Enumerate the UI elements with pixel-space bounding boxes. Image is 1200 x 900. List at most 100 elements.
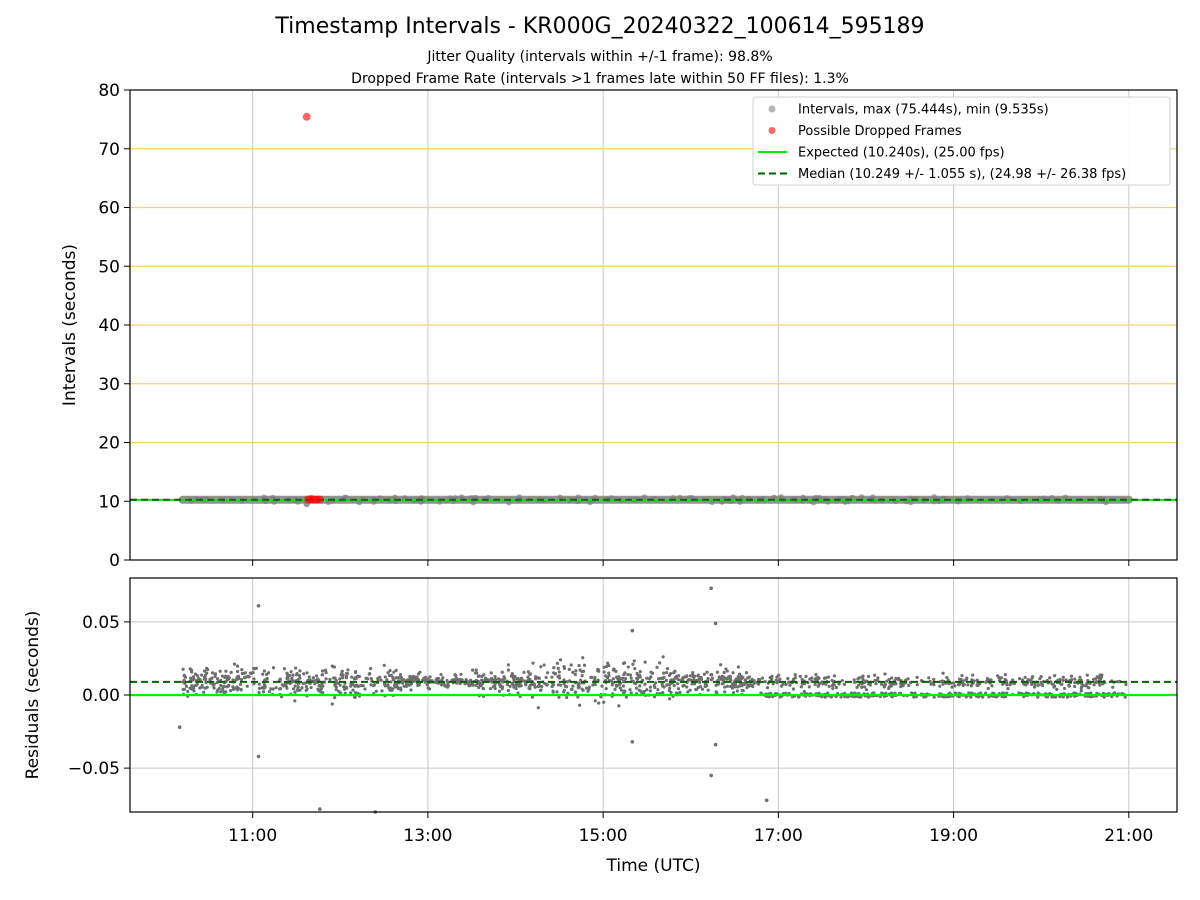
residual-point [234,678,238,682]
residual-point [528,687,532,691]
residual-point [202,669,207,673]
residual-point [353,670,358,674]
residual-point [226,684,230,688]
residual-point [467,680,471,685]
residual-point [604,687,608,691]
residual-point [629,691,633,695]
y-tick-label: 10 [98,492,120,512]
residual-point [411,678,416,682]
residual-point [730,686,735,690]
residual-point [290,676,294,680]
residual-point [415,675,419,679]
residual-point [237,677,241,681]
residual-point [297,674,302,678]
residual-point [751,684,755,689]
residual-point [1092,677,1096,681]
residual-outlier-point [256,754,261,759]
residual-point [617,704,621,708]
interval-point [730,494,737,501]
residual-point [408,677,413,681]
residual-point [715,691,719,695]
residual-point [542,663,546,667]
residual-point [229,689,233,693]
residual-point [445,678,449,683]
residual-point [446,684,450,688]
residual-point [382,663,386,667]
residual-point [1048,676,1052,680]
residual-point [624,695,628,699]
residual-point [505,682,510,686]
residual-point [352,677,357,681]
residual-point [736,665,740,669]
residual-point [813,677,817,681]
residual-point [675,682,680,686]
residual-point [661,676,665,681]
y-tick-label: 40 [98,316,120,336]
residual-point [528,677,532,681]
residual-point [645,688,649,692]
residual-point [824,682,828,686]
y-tick-label: 0 [109,551,120,571]
residual-point [324,677,328,681]
residual-point [582,663,587,667]
residual-point [235,669,240,674]
residual-point [339,672,344,676]
residual-point [725,669,729,673]
residual-point [383,683,387,687]
residual-point [557,695,561,699]
residual-point [289,670,293,674]
residual-point [1061,678,1065,683]
residual-point [738,684,742,688]
residual-point [986,686,990,691]
residual-point [981,695,985,699]
residual-point [202,677,206,681]
residual-point [887,677,891,682]
residual-point [340,669,344,673]
residual-point [435,676,440,681]
residual-point [391,677,395,681]
residual-point [668,686,672,690]
residual-point [544,675,548,680]
residual-point [691,675,696,679]
residual-point [804,674,808,678]
residual-point [928,679,932,684]
residual-point [714,683,718,687]
residual-point [1008,683,1012,687]
residual-point [873,678,877,683]
residual-point [293,684,297,688]
residual-point [975,683,979,687]
residual-point [1067,684,1071,688]
residual-point [343,687,347,691]
residual-point [876,676,880,680]
residual-point [860,685,864,689]
residual-point [639,689,643,693]
residual-point [314,674,319,678]
residual-point [510,681,514,685]
residual-point [557,670,561,674]
residual-point [345,672,349,676]
legend-marker [768,127,776,134]
residual-point [416,677,420,682]
residual-point [824,676,828,680]
x-tick-label: 13:00 [403,826,452,846]
residual-point [558,658,563,662]
residual-point [231,685,235,689]
residual-point [190,670,194,674]
residual-point [240,671,244,676]
residual-point [945,676,949,680]
residual-point [423,680,427,684]
residual-point [872,691,876,695]
residual-point [252,682,256,686]
residual-point [1089,691,1093,695]
residual-point [1102,695,1106,699]
residual-point [473,671,478,675]
residual-point [621,661,626,666]
residual-point [334,685,338,689]
residual-point [677,678,681,682]
residual-point [827,684,831,689]
residual-point [313,682,317,686]
residual-point [552,671,556,675]
residual-point [342,684,346,689]
residual-point [664,670,669,675]
residual-point [1061,675,1065,679]
